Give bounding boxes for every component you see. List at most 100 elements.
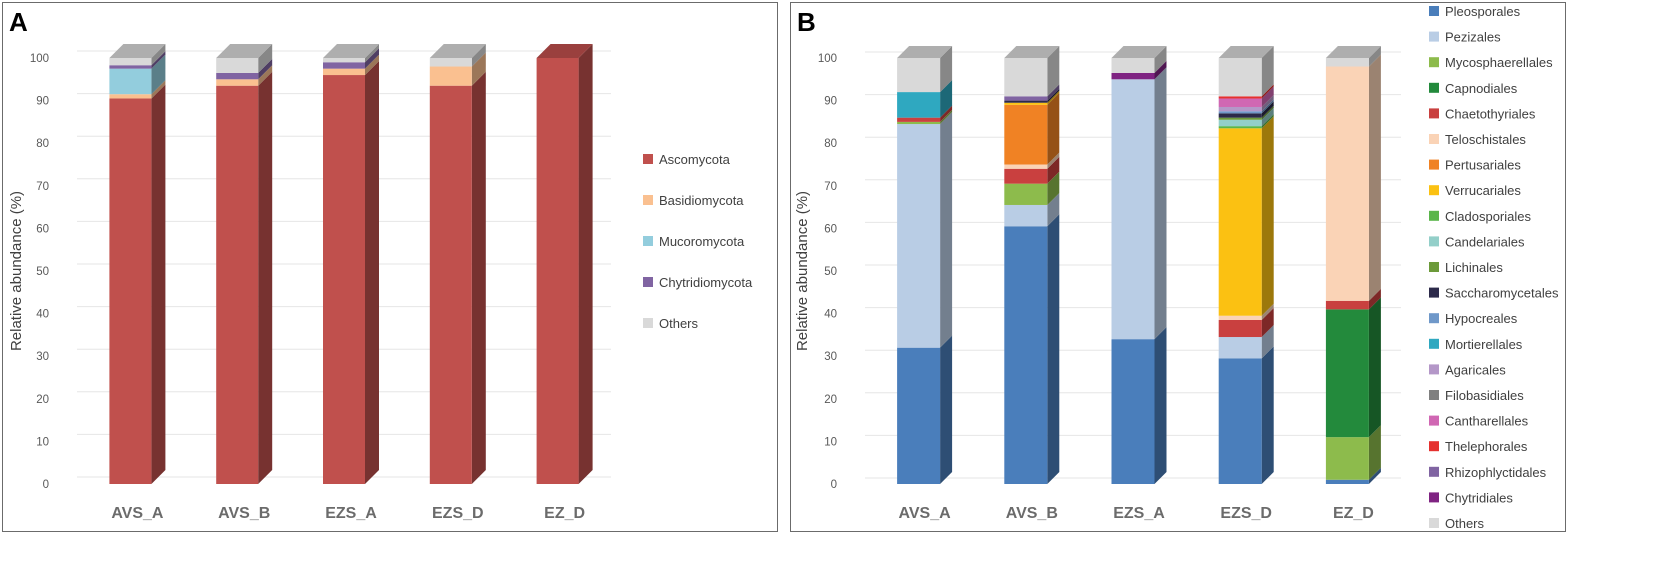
legend-label-saccharomycetales: Saccharomycetales [1445,286,1559,301]
legend-swatch-others [643,318,653,328]
bar-segment-ascomycota-avs-b [216,71,273,484]
x-category-label: AVS_A [111,505,164,522]
legend-swatch-chytridiomycota [643,277,653,287]
y-tick-label: 90 [36,96,49,108]
legend-swatch-agaricales [1429,364,1439,375]
legend-label-chaetothyriales: Chaetothyriales [1445,106,1536,121]
legend-swatch-saccharomycetales [1429,287,1439,298]
bar-segment-basidiomycota-avs-a [109,80,166,99]
legend-label-cantharellales: Cantharellales [1445,414,1529,429]
y-tick-label: 60 [824,223,837,235]
legend-swatch-filobasidiales [1429,390,1439,400]
bar-segment-saccharomycetales-avs-b [1004,88,1060,103]
x-category-label: AVS_B [218,505,270,522]
bar-segment-others-avs-a [109,44,166,66]
panel-letter-a: A [9,7,28,37]
x-category-label: EZS_D [432,505,484,522]
legend-swatch-pezizales [1429,31,1439,42]
y-axis-label: Relative abundance (%) [794,191,811,351]
y-tick-label: 70 [36,181,49,193]
bar-top-ez-d [536,44,593,58]
bar-segment-thelephorales-ezs-d [1218,84,1274,99]
bar-segment-pezizales-ezs-d [1218,325,1274,359]
chart-a-svg: 0 10 20 30 40 50 60 70 80 90 100 Relative abundance… [8,44,753,522]
bar-segment-teloschistales-avs-b [1004,152,1060,169]
bar-segment-others-ezs-d [1218,46,1274,97]
bar-segment-mycosphaerellales-avs-a [897,109,953,125]
legend-label-mucoromycota: Mucoromycota [659,234,745,249]
legend-label-lichinales: Lichinales [1445,260,1503,275]
legend-label-mycosphaerellales: Mycosphaerellales [1445,55,1553,70]
legend-label-ascomycota: Ascomycota [659,152,731,167]
bar-segment-basidiomycota-ezs-a [323,54,379,76]
legend-label-chytridiomycota: Chytridiomycota [659,275,753,290]
bar-segment-pezizales-avs-a [897,112,953,348]
bar-segment-hypocreales-ezs-d [1218,99,1274,114]
legend-swatch-chaetothyriales [1429,108,1439,119]
x-category-label: EZS_A [325,505,377,522]
bar-segment-others-ezs-a [323,44,379,63]
legend-swatch-cantharellales [1429,415,1439,426]
y-tick-label: 30 [36,351,49,363]
legend-label-pertusariales: Pertusariales [1445,158,1521,173]
legend-label-thelephorales: Thelephorales [1445,439,1528,454]
bar-segment-verrucariales-ezs-d [1218,116,1274,316]
legend-label-others: Others [659,316,699,331]
legend-swatch-basidiomycota [643,195,653,205]
bar-top-ezs-d [1218,46,1274,58]
bar-segment-ascomycota-ezs-d [429,71,486,484]
legend-label-hypocreales: Hypocreales [1445,311,1518,326]
legend-swatch-chytridiales [1429,492,1439,503]
bar-top-avs-a [897,46,953,58]
x-category-label: EZS_A [1113,505,1165,522]
legend-label-agaricales: Agaricales [1445,362,1506,377]
legend-label-capnodiales: Capnodiales [1445,81,1518,96]
x-category-label: EZS_D [1220,505,1272,522]
bar-segment-cantharellales-ezs-d [1218,86,1274,107]
bar-segment-teloschistales-ez-d [1325,54,1381,301]
bar-segment-chaetothyriales-ezs-d [1218,307,1274,338]
y-tick-label: 50 [36,266,49,278]
bar-segment-pleosporales-avs-b [1004,214,1060,484]
y-tick-label: 100 [30,53,49,65]
y-axis-label: Relative abundance (%) [8,191,25,351]
x-category-label: AVS_A [899,505,952,522]
legend-label-candelariales: Candelariales [1445,234,1525,249]
bar-segment-chaetothyriales-avs-b [1004,156,1060,184]
legend-swatch-hypocreales [1429,313,1439,324]
bar-segment-pleosporales-avs-a [897,335,953,484]
bar-segment-others-ezs-d [429,44,486,67]
bar-segment-chytridiomycota-ezs-a [323,48,379,69]
bar-segment-saccharomycetales-ezs-d [1218,101,1274,118]
bar-top-ez-d [1325,46,1381,58]
bar-segment-pleosporales-ezs-a [1111,327,1167,484]
y-tick-label: 20 [36,394,49,406]
legend-swatch-ascomycota [643,154,653,164]
y-tick-label: 0 [831,479,837,491]
chart-panel-b: B 0 10 20 30 40 50 60 70 80 90 100 Relative abundan… [790,2,1566,532]
legend-label-rhizophlyctidales: Rhizophlyctidales [1445,465,1547,480]
legend-label-verrucariales: Verrucariales [1445,183,1521,198]
bar-segment-others-ez-d [1325,46,1381,67]
bar-segment-chytridiales-ezs-a [1111,60,1167,80]
bar-segment-agaricales-ezs-d [1218,94,1274,112]
bar-segment-others-avs-b [216,44,273,73]
legend-swatch-teloschistales [1429,134,1439,144]
x-category-label: EZ_D [1333,505,1374,522]
bar-segment-chaetothyriales-avs-a [897,105,953,122]
y-tick-label: 10 [36,436,49,448]
bar-top-ezs-a [323,44,379,58]
legend-label-basidiomycota: Basidiomycota [659,193,744,208]
bar-segment-pezizales-avs-b [1004,192,1060,227]
y-tick-label: 100 [818,53,837,65]
y-tick-label: 30 [824,351,837,363]
bar-segment-rhizophlyctidales-avs-b [1004,84,1060,101]
legend-label-pezizales: Pezizales [1445,30,1501,45]
legend-swatch-thelephorales [1429,441,1439,452]
legend-label-teloschistales: Teloschistales [1445,132,1526,147]
chart-b-svg: 0 10 20 30 40 50 60 70 80 90 100 Relative abundance… [794,4,1559,531]
bar-segment-teloschistales-ezs-d [1218,303,1274,320]
bar-top-ezs-d [429,44,486,58]
bar-segment-others-avs-b [1004,46,1060,97]
legend-label-mortierellales: Mortierellales [1445,337,1523,352]
